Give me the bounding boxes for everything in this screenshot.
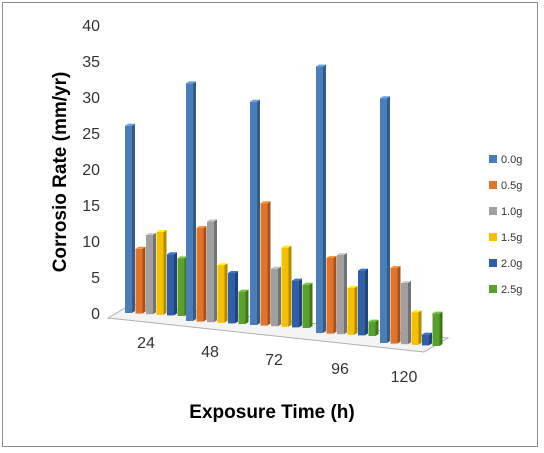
y-axis-title: Corrosio Rate (mm/yr) [50,72,71,273]
x-tick-label: 96 [331,361,349,378]
legend-label: 0.0g [501,154,522,166]
bar-0.5g-24 [135,246,146,314]
x-axis: 24 48 72 96 120 [137,335,417,386]
bar-0.0g-24 [125,123,135,313]
bar-1.0g-48 [207,219,217,323]
y-tick-label: 0 [91,306,100,323]
legend-swatch [489,155,497,163]
bar-0.5g-120 [390,266,401,344]
legend-swatch [489,259,497,267]
bar-marks [125,64,443,346]
bar-1.0g-96 [337,253,347,335]
bar-2.5g-120 [432,311,443,346]
bar-2.0g-120 [422,332,432,346]
bar-2.0g-72 [292,278,302,328]
x-tick-label: 72 [265,352,283,369]
bar-1.5g-96 [347,286,358,335]
y-tick-label: 15 [82,198,100,215]
x-tick-label: 48 [201,344,219,361]
legend-label: 1.5g [501,232,522,244]
legend-label: 1.0g [501,206,522,218]
legend-swatch [489,207,497,215]
legend-label: 2.5g [501,284,522,296]
x-axis-title: Exposure Time (h) [189,402,354,423]
bar-0.0g-96 [316,64,326,333]
y-tick-label: 20 [82,162,100,179]
bar-1.0g-72 [271,266,281,327]
bar-0.5g-96 [326,256,337,334]
bar-2.0g-96 [358,268,368,336]
legend-swatch [489,233,497,241]
bar-0.5g-72 [260,201,271,326]
legend-label: 2.0g [501,258,522,270]
y-axis: 0 5 10 15 20 25 30 35 40 [82,18,100,323]
y-tick-label: 25 [82,126,100,143]
x-tick-label: 24 [137,335,155,352]
bar-2.5g-48 [238,289,249,324]
y-tick-label: 30 [82,90,100,107]
bar-0.0g-72 [250,99,260,325]
legend-item: 1.5g [489,232,522,244]
x-tick-label: 120 [391,369,418,386]
y-tick-label: 35 [82,54,100,71]
bar-1.0g-120 [401,281,411,345]
bar-1.5g-72 [281,245,292,327]
bar-1.5g-48 [217,263,228,323]
y-tick-label: 40 [82,18,100,35]
bar-2.5g-72 [302,282,313,328]
bar-2.0g-24 [167,252,177,316]
y-tick-label: 5 [91,270,100,287]
legend-label: 0.5g [501,180,522,192]
legend-item: 2.5g [489,284,522,296]
legend-item: 1.0g [489,206,522,218]
legend-item: 2.0g [489,258,522,270]
bar-0.5g-48 [196,226,207,322]
bar-1.5g-24 [156,230,167,315]
bar-1.0g-24 [146,233,156,315]
legend: 0.0g 0.5g 1.0g 1.5g 2.0g 2.5g [489,154,522,296]
y-tick-label: 10 [82,234,100,251]
bar-0.0g-48 [186,81,196,322]
legend-swatch [489,181,497,189]
bar-1.5g-120 [411,310,422,345]
bar-0.0g-120 [380,96,390,343]
legend-swatch [489,285,497,293]
bar-2.0g-48 [228,271,238,324]
legend-item: 0.0g [489,154,522,166]
legend-item: 0.5g [489,180,522,192]
bar-2.5g-96 [368,319,379,336]
